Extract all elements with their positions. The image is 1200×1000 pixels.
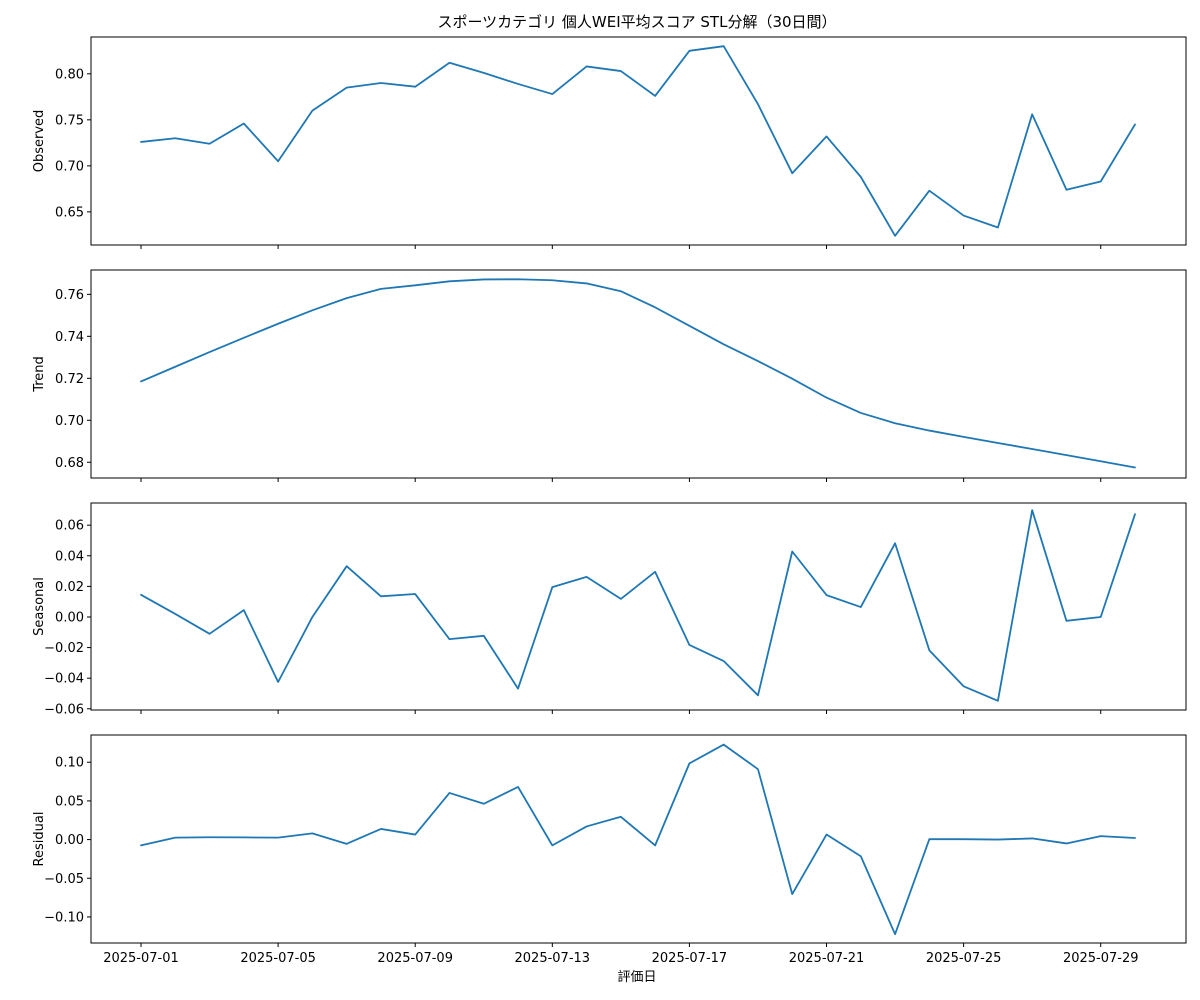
panel-observed: 0.65 0.70 0.75 0.80 Observed	[32, 36, 1187, 249]
residual-y-tick-label: −0.10	[44, 910, 84, 925]
panel-residual: −0.10 −0.05 0.00 0.05 0.10 Residual 2025-07-01…	[32, 734, 1187, 966]
residual-series-line	[140, 743, 1136, 936]
observed-y-tick-label: 0.75	[55, 113, 84, 128]
x-tick-label: 2025-07-13	[515, 951, 591, 966]
x-tick-label: 2025-07-17	[652, 951, 728, 966]
x-tick-label: 2025-07-09	[377, 951, 453, 966]
trend-y-tick-label: 0.70	[55, 414, 84, 429]
residual-y-tick-label: 0.10	[55, 756, 84, 771]
residual-y-tick-label: 0.00	[55, 833, 84, 848]
seasonal-plot-frame	[90, 502, 1187, 711]
seasonal-y-tick-label: 0.00	[55, 610, 84, 625]
seasonal-y-tick-label: 0.04	[55, 549, 84, 564]
observed-plot-frame	[90, 36, 1187, 246]
trend-series-line	[140, 278, 1136, 469]
residual-y-axis-title: Residual	[32, 812, 47, 867]
panel-seasonal: −0.06 −0.04 −0.02 0.00 0.02 0.04 0.06 Seasonal	[32, 502, 1187, 717]
seasonal-y-tick-label: −0.06	[44, 702, 84, 717]
trend-y-tick-label: 0.68	[55, 456, 84, 471]
seasonal-y-axis-title: Seasonal	[32, 577, 47, 636]
x-tick-label: 2025-07-01	[103, 951, 179, 966]
x-tick-label: 2025-07-25	[926, 951, 1002, 966]
seasonal-y-tick-label: −0.02	[44, 641, 84, 656]
trend-y-tick-label: 0.76	[55, 288, 84, 303]
residual-y-tick-label: 0.05	[55, 794, 84, 809]
seasonal-y-tick-label: 0.02	[55, 580, 84, 595]
trend-y-axis-title: Trend	[32, 356, 47, 393]
seasonal-y-tick-label: 0.06	[55, 519, 84, 534]
x-tick-label: 2025-07-29	[1063, 951, 1139, 966]
observed-y-tick-label: 0.80	[55, 67, 84, 82]
trend-y-tick-label: 0.74	[55, 330, 84, 345]
x-tick-label: 2025-07-05	[240, 951, 316, 966]
seasonal-series-line	[140, 509, 1136, 702]
observed-y-tick-label: 0.65	[55, 205, 84, 220]
panels-group: 0.65 0.70 0.75 0.80 Observed 0.68 0.70 0.72 0.74…	[32, 36, 1187, 966]
observed-y-axis-title: Observed	[32, 110, 47, 173]
observed-series-line	[140, 45, 1136, 237]
residual-y-tick-label: −0.05	[44, 872, 84, 887]
trend-plot-frame	[90, 269, 1187, 479]
panel-trend: 0.68 0.70 0.72 0.74 0.76 Trend	[32, 269, 1187, 482]
residual-plot-frame	[90, 734, 1187, 944]
seasonal-y-tick-label: −0.04	[44, 672, 84, 687]
x-axis-title: 評価日	[617, 970, 656, 985]
trend-y-tick-label: 0.72	[55, 372, 84, 387]
chart-title: スポーツカテゴリ 個人WEI平均スコア STL分解（30日間）	[437, 13, 836, 31]
observed-y-tick-label: 0.70	[55, 159, 84, 174]
x-tick-label: 2025-07-21	[789, 951, 865, 966]
